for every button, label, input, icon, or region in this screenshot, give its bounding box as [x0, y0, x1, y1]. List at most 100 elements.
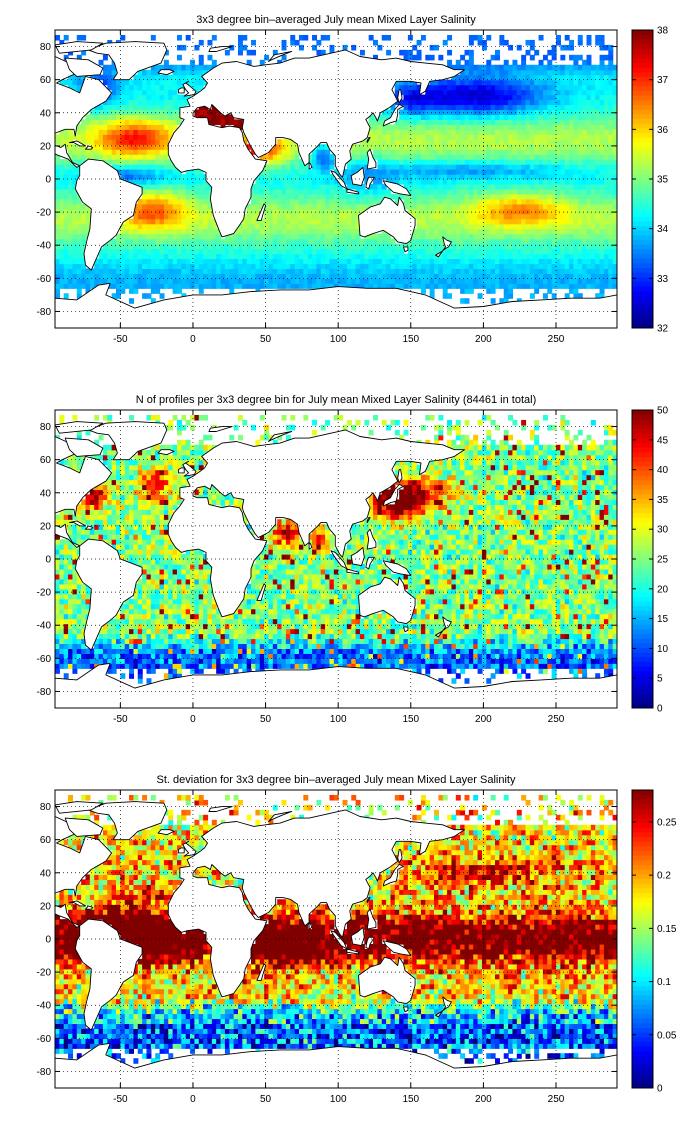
field-cell	[586, 129, 592, 135]
field-cell	[120, 268, 126, 274]
field-cell	[133, 159, 139, 165]
field-cell	[538, 159, 544, 165]
field-cell	[499, 218, 505, 225]
field-cell	[246, 258, 252, 265]
field-cell	[142, 273, 148, 279]
field-cell	[403, 129, 409, 135]
field-cell	[373, 258, 378, 265]
field-cell	[495, 104, 500, 111]
field-cell	[85, 139, 91, 145]
field-cell	[608, 154, 614, 160]
field-cell	[264, 164, 270, 170]
field-cell	[534, 124, 540, 130]
field-cell	[556, 213, 561, 220]
field-cell	[416, 218, 422, 225]
field-cell	[412, 139, 418, 145]
field-cell	[521, 164, 527, 170]
field-cell	[142, 243, 148, 250]
field-cell	[603, 154, 609, 160]
field-cell	[259, 174, 265, 180]
field-cell	[534, 233, 540, 240]
x-tick-label: 0	[190, 334, 196, 345]
field-cell	[473, 238, 479, 245]
field-cell	[521, 198, 527, 205]
field-cell	[290, 268, 296, 274]
field-cell	[486, 74, 492, 81]
field-cell	[612, 248, 617, 255]
field-cell	[573, 124, 579, 130]
field-cell	[159, 188, 165, 195]
field-cell	[89, 154, 95, 160]
field-cell	[146, 99, 152, 106]
field-cell	[68, 129, 74, 135]
field-cell	[603, 228, 609, 235]
field-cell	[564, 169, 570, 175]
field-cell	[608, 99, 614, 106]
field-cell	[137, 79, 143, 86]
field-cell	[516, 283, 522, 289]
field-cell	[190, 64, 196, 71]
field-cell	[420, 233, 426, 240]
y-tick-label: 0	[45, 175, 51, 186]
field-cell	[81, 218, 87, 225]
field-cell	[146, 233, 152, 240]
field-cell	[181, 203, 187, 210]
field-cell	[329, 183, 335, 190]
field-cell	[129, 94, 135, 101]
field-cell	[285, 233, 291, 240]
field-cell	[481, 114, 487, 120]
field-cell	[355, 228, 361, 235]
field-cell	[534, 84, 540, 91]
field-cell	[333, 203, 339, 210]
field-cell	[133, 278, 139, 284]
field-cell	[190, 193, 196, 200]
field-cell	[316, 268, 322, 274]
field-cell	[529, 188, 535, 195]
field-cell	[242, 238, 248, 245]
field-cell	[55, 519, 60, 525]
field-cell	[342, 268, 348, 274]
chart-title: 3x3 degree bin–averaged July mean Mixed …	[196, 14, 476, 26]
field-cell	[438, 139, 444, 145]
field-cell	[281, 253, 287, 260]
field-cell	[499, 283, 505, 289]
field-cell	[425, 278, 431, 284]
field-cell	[569, 288, 575, 294]
field-cell	[481, 218, 487, 225]
field-cell	[508, 183, 514, 190]
field-cell	[155, 154, 161, 160]
field-cell	[294, 268, 300, 274]
field-cell	[368, 124, 374, 130]
field-cell	[386, 139, 392, 145]
field-cell	[333, 278, 339, 284]
field-cell	[612, 193, 617, 200]
field-cell	[381, 164, 387, 170]
field-cell	[63, 544, 69, 550]
field-cell	[102, 64, 108, 71]
field-cell	[320, 174, 326, 180]
field-cell	[72, 563, 78, 570]
field-cell	[425, 213, 431, 220]
field-cell	[129, 89, 135, 96]
landmass-australia	[358, 196, 416, 245]
field-cell	[442, 288, 448, 294]
field-cell	[281, 198, 287, 205]
field-cell	[451, 183, 457, 190]
field-cell	[534, 154, 540, 160]
field-cell	[355, 233, 361, 240]
field-cell	[68, 248, 74, 255]
field-cell	[203, 233, 209, 240]
field-cell	[63, 248, 69, 255]
field-cell	[211, 59, 217, 66]
field-cell	[373, 273, 378, 279]
field-cell	[477, 283, 483, 289]
field-cell	[590, 64, 596, 71]
field-cell	[198, 223, 204, 230]
field-cell	[142, 283, 148, 289]
field-cell	[486, 273, 492, 279]
field-cell	[508, 268, 514, 274]
field-cell	[290, 278, 296, 284]
field-cell	[412, 164, 418, 170]
field-cell	[329, 174, 335, 180]
field-cell	[307, 278, 313, 284]
